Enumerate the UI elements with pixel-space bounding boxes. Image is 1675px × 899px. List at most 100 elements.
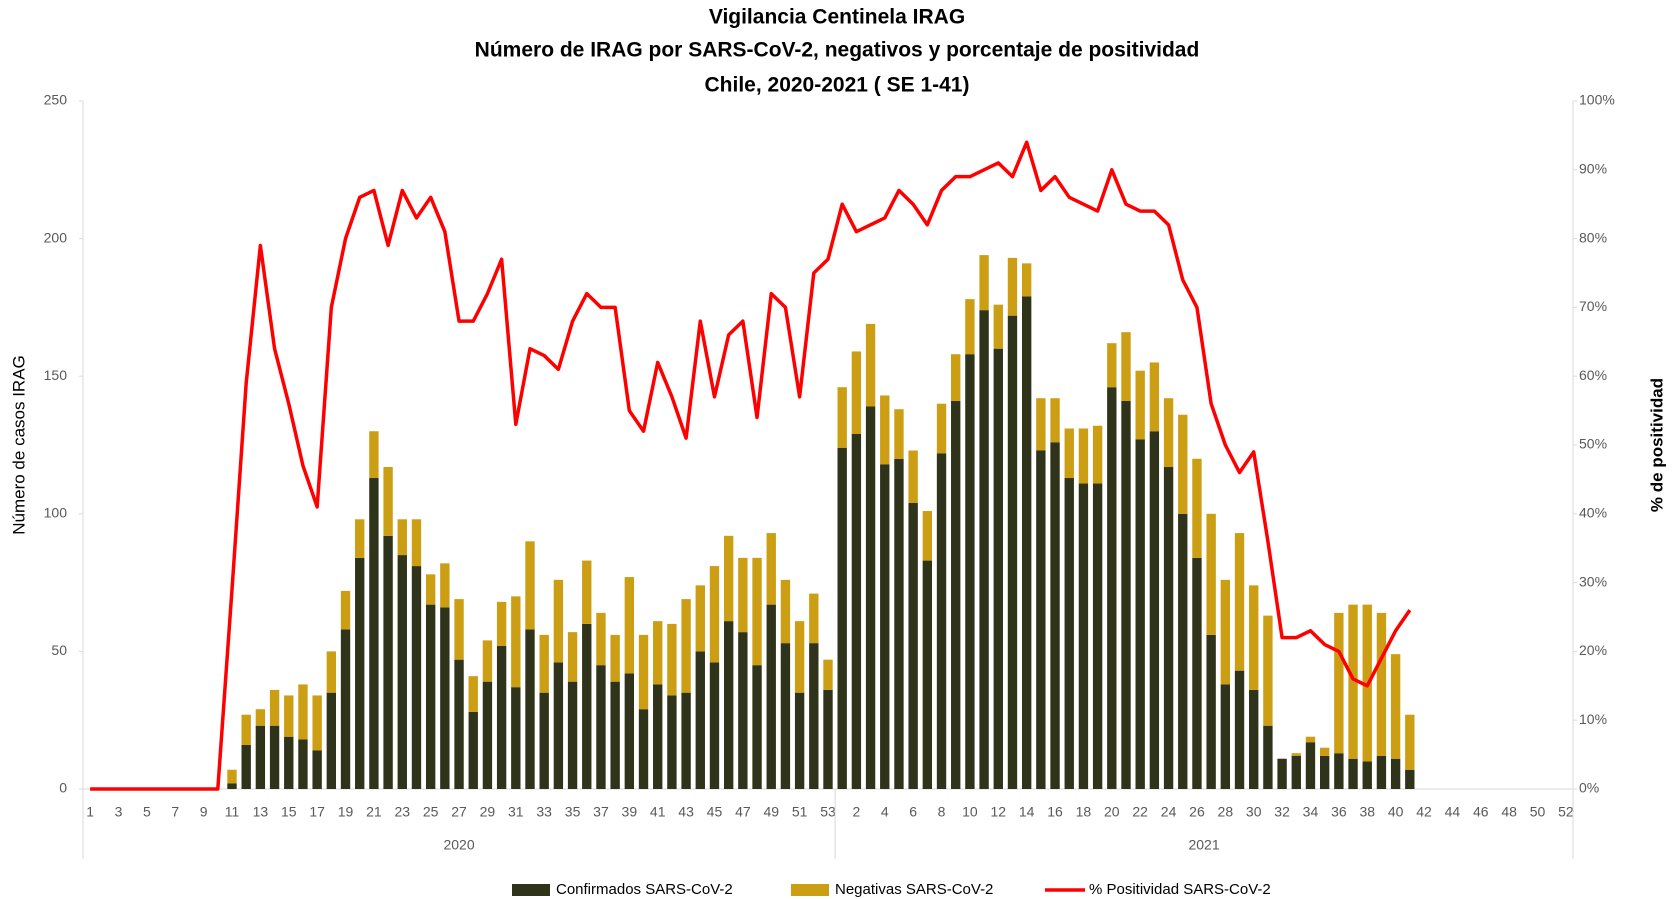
y2-tick-label: 80% bbox=[1579, 229, 1607, 245]
bar bbox=[1021, 296, 1032, 789]
chart-title: Vigilancia Centinela IRAG bbox=[709, 6, 965, 29]
bar bbox=[369, 431, 379, 479]
bar bbox=[837, 447, 847, 789]
bar bbox=[965, 299, 975, 355]
bar bbox=[1007, 257, 1018, 316]
bar bbox=[553, 579, 564, 663]
y-tick-label: 100 bbox=[44, 505, 68, 521]
x-tick-label: 40 bbox=[1388, 804, 1404, 820]
y2-tick-label: 30% bbox=[1579, 573, 1607, 589]
bar bbox=[695, 585, 705, 652]
x-tick-label: 23 bbox=[394, 804, 410, 820]
bar bbox=[227, 783, 237, 789]
x-tick-label: 24 bbox=[1161, 804, 1177, 820]
bar bbox=[1036, 398, 1046, 451]
bar bbox=[582, 560, 592, 624]
bar bbox=[752, 557, 762, 666]
bar bbox=[865, 406, 876, 789]
bar bbox=[780, 579, 791, 644]
bar bbox=[993, 348, 1003, 789]
bar bbox=[298, 684, 308, 740]
bar bbox=[440, 607, 450, 789]
bar bbox=[894, 458, 904, 789]
bar bbox=[738, 557, 748, 633]
bar bbox=[809, 643, 819, 789]
bar bbox=[425, 574, 436, 605]
x-tick-label: 39 bbox=[622, 804, 638, 820]
bar bbox=[383, 535, 393, 789]
bar bbox=[723, 535, 734, 622]
bar bbox=[298, 739, 308, 789]
bar bbox=[525, 629, 535, 789]
bar bbox=[851, 351, 862, 434]
bar bbox=[241, 744, 251, 789]
bar bbox=[823, 659, 833, 690]
x-tick-label: 10 bbox=[962, 804, 978, 820]
bar bbox=[610, 681, 620, 789]
x-tick-label: 11 bbox=[225, 804, 240, 820]
bar bbox=[638, 709, 649, 789]
bar bbox=[1376, 612, 1387, 756]
bar bbox=[1319, 755, 1330, 789]
bar bbox=[851, 433, 862, 789]
bar bbox=[823, 689, 833, 789]
bar bbox=[1249, 689, 1259, 789]
bar bbox=[269, 689, 280, 726]
x-tick-label: 27 bbox=[451, 804, 467, 820]
bar bbox=[425, 604, 436, 789]
bar bbox=[667, 623, 677, 696]
bar bbox=[269, 725, 280, 789]
bar bbox=[1206, 634, 1216, 789]
bar bbox=[880, 395, 890, 465]
x-tick-label: 50 bbox=[1530, 804, 1546, 820]
bar bbox=[227, 769, 237, 784]
group-label: 2020 bbox=[443, 837, 474, 853]
bar bbox=[1007, 315, 1018, 789]
bar bbox=[752, 665, 762, 789]
x-tick-label: 4 bbox=[881, 804, 889, 820]
x-tick-label: 29 bbox=[480, 804, 496, 820]
x-tick-label: 35 bbox=[565, 804, 581, 820]
bar bbox=[340, 590, 351, 630]
y-tick-label: 50 bbox=[51, 642, 67, 658]
bar bbox=[1291, 755, 1301, 789]
bar bbox=[922, 511, 933, 561]
bar bbox=[553, 662, 564, 789]
bar bbox=[1390, 758, 1401, 789]
bar bbox=[1107, 343, 1117, 388]
bar bbox=[667, 695, 677, 789]
bar bbox=[965, 354, 975, 789]
legend-swatch bbox=[512, 884, 550, 896]
x-tick-label: 49 bbox=[763, 804, 779, 820]
bar bbox=[511, 596, 521, 688]
bar bbox=[1078, 428, 1089, 484]
bar bbox=[936, 453, 947, 789]
bar bbox=[1249, 585, 1259, 690]
x-tick-label: 31 bbox=[508, 804, 524, 820]
x-tick-label: 47 bbox=[735, 804, 751, 820]
bar bbox=[596, 665, 606, 789]
bar bbox=[383, 467, 393, 536]
x-tick-label: 8 bbox=[938, 804, 946, 820]
bar bbox=[1050, 442, 1060, 789]
bar bbox=[468, 711, 478, 789]
y2-tick-label: 100% bbox=[1579, 92, 1615, 108]
bar bbox=[809, 593, 819, 644]
bar bbox=[511, 687, 521, 789]
bar bbox=[951, 400, 961, 789]
bar bbox=[1064, 428, 1074, 479]
bar bbox=[1376, 755, 1387, 789]
y2-tick-label: 70% bbox=[1579, 298, 1607, 314]
bar bbox=[454, 599, 464, 660]
bar bbox=[1206, 513, 1216, 635]
y2-tick-label: 40% bbox=[1579, 505, 1607, 521]
bar bbox=[723, 621, 734, 789]
bar bbox=[539, 692, 549, 789]
bar bbox=[454, 659, 464, 789]
bar bbox=[1334, 753, 1344, 789]
x-tick-label: 28 bbox=[1218, 804, 1234, 820]
bar bbox=[993, 304, 1003, 349]
bar bbox=[496, 601, 507, 646]
legend-label: % Positividad SARS-CoV-2 bbox=[1089, 881, 1271, 898]
bar bbox=[1263, 725, 1273, 789]
